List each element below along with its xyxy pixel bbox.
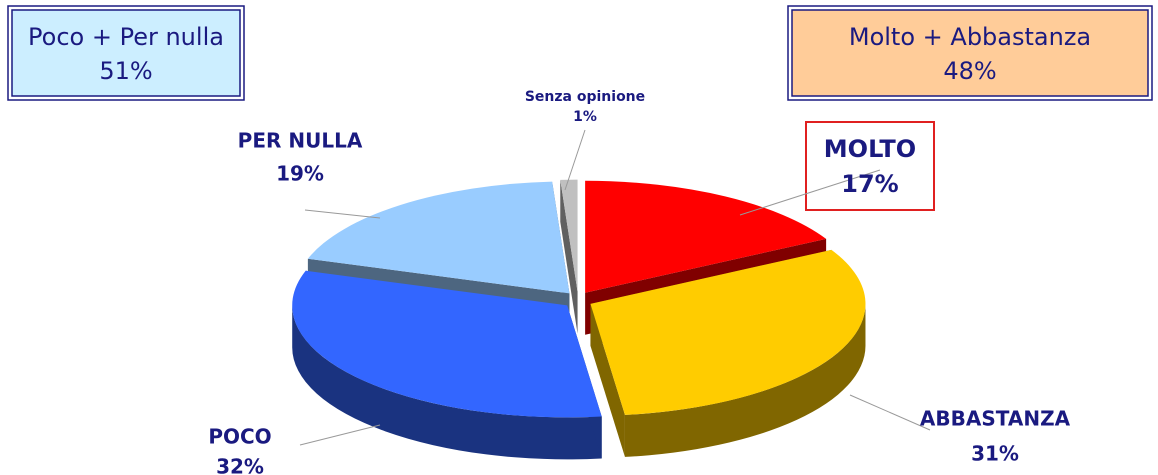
annotation-value: 51% bbox=[99, 57, 152, 85]
slice bbox=[585, 180, 827, 293]
slice bbox=[560, 179, 578, 292]
slice-label: ABBASTANZA bbox=[920, 407, 1071, 431]
slice bbox=[590, 249, 866, 415]
leader-line bbox=[849, 394, 931, 431]
slice bbox=[292, 270, 602, 418]
leader-line bbox=[564, 129, 586, 191]
leader-line bbox=[299, 424, 381, 446]
slice-label: PER NULLA bbox=[238, 129, 363, 153]
leader-line bbox=[304, 209, 381, 219]
value-label: 1% bbox=[573, 109, 597, 125]
slice bbox=[307, 181, 570, 294]
annotation-box bbox=[791, 9, 1149, 97]
value-label: 19% bbox=[276, 162, 324, 186]
value-label: 32% bbox=[216, 455, 264, 475]
slice-wall bbox=[590, 303, 625, 457]
leader-line bbox=[739, 169, 881, 216]
value-label: 17% bbox=[841, 170, 898, 198]
slice-label: MOLTO bbox=[824, 135, 916, 163]
value-label: 31% bbox=[971, 442, 1019, 466]
annotation-frame bbox=[7, 5, 245, 101]
slice-label: POCO bbox=[208, 425, 271, 449]
slice-wall bbox=[560, 179, 578, 334]
highlight-box bbox=[805, 121, 935, 211]
annotation-frame bbox=[787, 5, 1153, 101]
annotation-text: Molto + Abbastanza bbox=[849, 23, 1091, 51]
slice-side bbox=[624, 303, 866, 457]
annotation-value: 48% bbox=[943, 57, 996, 85]
slice-label: Senza opinione bbox=[525, 89, 645, 105]
annotation-text: Poco + Per nulla bbox=[28, 23, 224, 51]
slice-side bbox=[292, 305, 602, 460]
annotation-box bbox=[11, 9, 241, 97]
